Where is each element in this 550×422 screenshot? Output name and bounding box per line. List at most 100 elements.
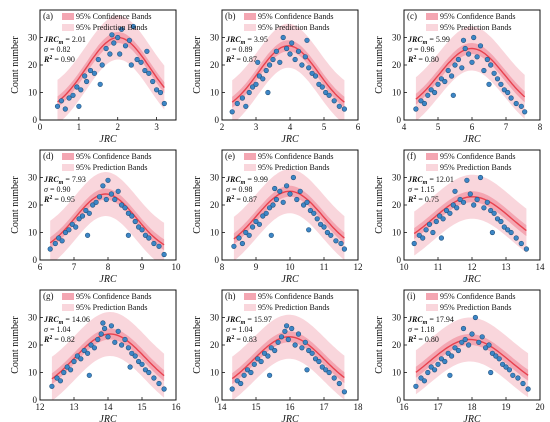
prediction-band [50,172,165,260]
data-point [267,62,273,68]
data-point [462,336,468,343]
plot-area [47,172,167,260]
legend-swatch-prediction [62,164,74,171]
data-point [154,87,160,93]
legend-swatch-confidence [244,293,256,300]
y-axis-title: Count number [374,176,385,234]
data-point [523,246,530,252]
data-point [457,196,463,203]
data-point [455,347,462,354]
x-tick-label: 5 [436,122,441,132]
data-point [115,328,121,334]
data-point [142,367,148,373]
data-point [84,350,91,356]
data-point [304,199,310,205]
data-point [156,380,162,387]
data-point [132,353,138,359]
legend-swatch-confidence [244,153,256,160]
data-point [74,84,80,90]
data-point [323,89,329,96]
x-tick-label: 10 [400,262,410,272]
data-point [506,367,513,373]
data-point [105,334,111,340]
y-axis-title: Count number [192,176,203,234]
x-axis-title: JRC [99,134,117,145]
data-point [267,205,273,211]
data-point [425,369,431,376]
fit-line [57,36,165,103]
data-point [466,51,472,57]
data-point [273,196,280,203]
data-point [292,342,298,348]
x-tick-label: 4 [402,122,407,132]
data-point [127,364,133,370]
x-tick-label: 12 [354,262,363,272]
data-point [324,229,331,236]
prediction-band [414,174,527,256]
data-point [151,240,157,247]
stat-r2: R2 = 0.87 [225,55,257,64]
data-point [442,358,448,365]
data-point [477,174,484,181]
legend-confidence-label: 95% Confidence Bands [258,12,334,21]
data-point [306,227,312,233]
stat-sigma: σ = 1.04 [44,325,70,334]
data-point [129,213,135,219]
data-point [251,361,257,367]
data-point [309,70,315,76]
data-point [95,336,101,343]
data-point [518,240,524,247]
legend-confidence-label: 95% Confidence Bands [440,292,516,301]
data-point [64,364,70,370]
data-point [134,56,140,63]
data-point [411,240,417,247]
data-point [61,369,67,376]
data-point [438,356,445,362]
data-point [122,43,129,49]
x-tick-label: 14 [536,262,546,272]
data-point [508,95,514,101]
data-point [520,380,526,387]
data-point [157,89,164,96]
data-point [484,199,490,205]
y-tick-label: 20 [28,340,38,350]
data-point [241,372,247,378]
stat-r2: R2 = 0.80 [407,335,439,344]
data-point [256,73,263,79]
data-point [142,232,148,238]
data-point [130,23,136,30]
data-point [78,356,84,362]
x-tick-label: 16 [400,402,410,412]
x-tick-label: 14 [104,402,114,412]
data-point [62,229,69,236]
data-point [307,207,314,214]
data-point [476,339,482,345]
data-point [464,177,470,183]
data-point [139,227,145,233]
data-point [290,174,297,181]
stat-r2: R2 = 0.90 [43,55,75,64]
data-point [326,369,332,376]
data-point [139,361,145,367]
panel-d: 6 7 8 9 10 0 10 20 30 (d) 95% Confidence Bands 95% … [10,149,181,285]
data-point [260,76,266,82]
y-tick-label: 10 [392,88,402,98]
legend-prediction-label: 95% Prediction Bands [258,163,330,172]
fit-line [233,190,345,240]
data-point [462,45,468,52]
data-point [428,87,434,93]
y-tick-label: 0 [397,395,402,405]
data-point [513,100,519,107]
y-tick-label: 30 [28,173,38,183]
data-point [146,70,152,76]
data-point [95,56,101,63]
data-point [268,232,274,238]
stat-r2: R2 = 0.75 [407,195,439,204]
data-point [435,361,441,367]
data-point [304,367,310,373]
x-tick-label: 16 [286,402,296,412]
data-point [122,336,128,343]
data-point [331,98,337,104]
x-tick-label: 16 [172,402,182,412]
data-point [311,210,317,216]
